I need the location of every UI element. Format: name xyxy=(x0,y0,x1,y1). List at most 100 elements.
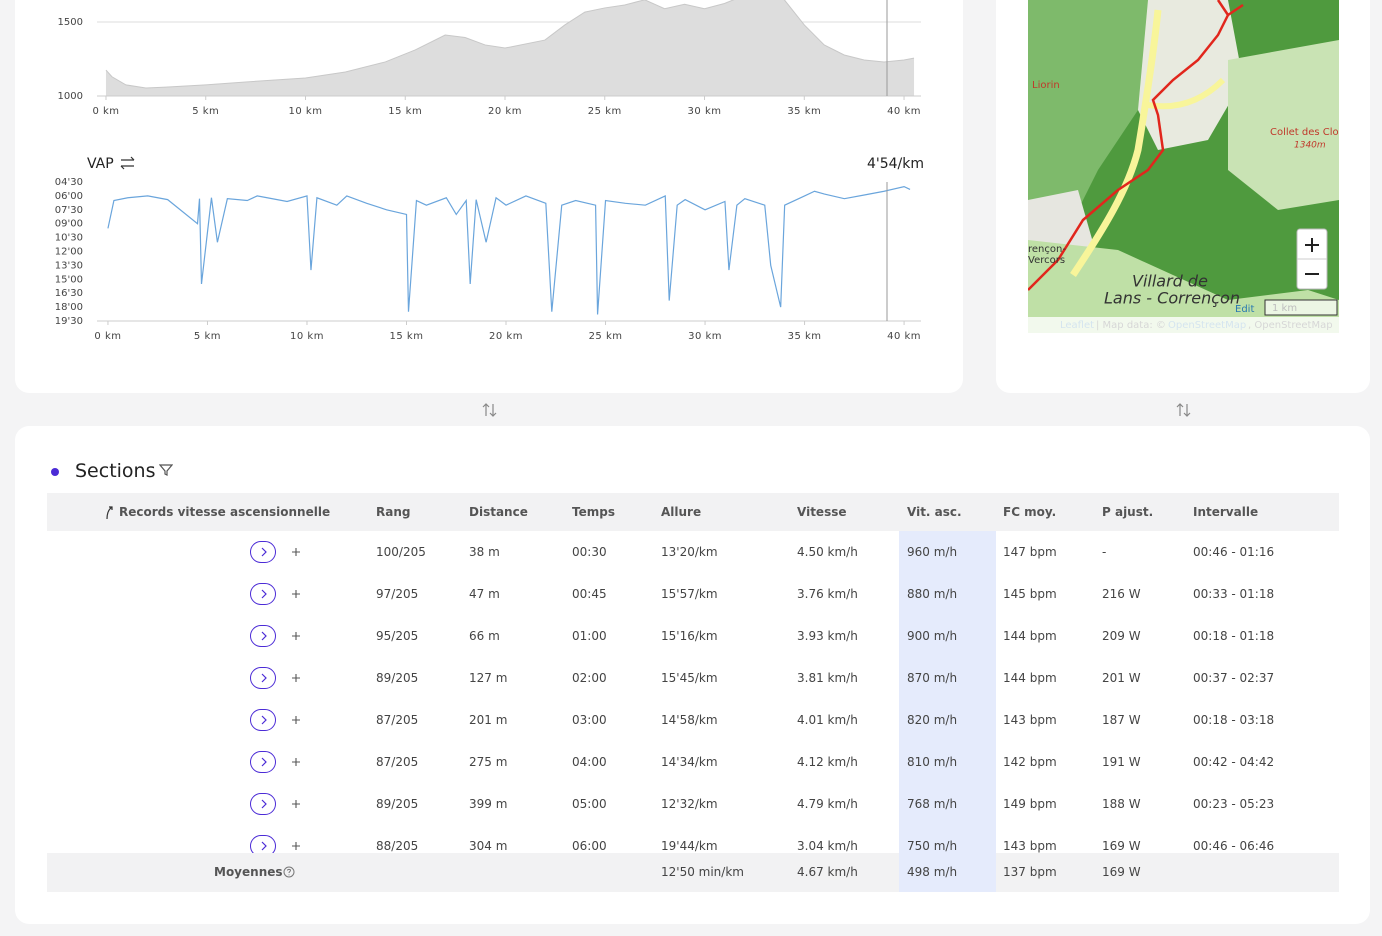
table-cell: 00:45 xyxy=(572,587,607,601)
y-tick-label: 13'30 xyxy=(55,260,83,271)
table-cell: 12'32/km xyxy=(661,797,718,811)
average-cell: 4.67 km/h xyxy=(797,865,858,879)
table-cell: 191 W xyxy=(1102,755,1141,769)
table-cell: 00:30 xyxy=(572,545,607,559)
add-button[interactable] xyxy=(291,715,301,725)
table-cell: 143 bpm xyxy=(1003,713,1057,727)
add-button[interactable] xyxy=(291,673,301,683)
open-button[interactable] xyxy=(250,709,276,731)
open-button[interactable] xyxy=(250,793,276,815)
table-cell: 768 m/h xyxy=(907,797,958,811)
add-button[interactable] xyxy=(291,631,301,641)
filter-icon[interactable] xyxy=(159,463,173,477)
table-cell: 03:00 xyxy=(572,713,607,727)
table-cell: 820 m/h xyxy=(907,713,958,727)
column-header: Allure xyxy=(661,505,702,519)
map-route xyxy=(1227,3,1244,17)
y-tick-label: 12'00 xyxy=(55,247,83,258)
add-button[interactable] xyxy=(291,757,301,767)
y-tick-label: 1000 xyxy=(58,91,83,102)
table-cell: 05:00 xyxy=(572,797,607,811)
table-cell: 4.12 km/h xyxy=(797,755,858,769)
zoom-in[interactable] xyxy=(1305,238,1319,252)
y-tick-label: 15'00 xyxy=(55,274,83,285)
switch-arrows xyxy=(120,156,135,170)
table-cell: 201 m xyxy=(469,713,508,727)
table-cell: 00:33 - 01:18 xyxy=(1193,587,1275,601)
help-icon xyxy=(283,866,295,878)
open-button[interactable] xyxy=(250,835,276,853)
add-button[interactable] xyxy=(291,841,301,851)
x-tick-label: 15 km xyxy=(388,106,422,117)
table-cell: 15'16/km xyxy=(661,629,718,643)
charts: 1000 1500 0 km 5 km 10 km 15 km 20 km 25 km 30 k… xyxy=(55,0,924,342)
open-button[interactable] xyxy=(250,541,276,563)
switch-icon[interactable] xyxy=(120,156,135,170)
table-cell: 15'45/km xyxy=(661,671,718,685)
table-cell: 100/205 xyxy=(376,545,426,559)
add-button[interactable] xyxy=(291,589,301,599)
add-button[interactable] xyxy=(291,799,301,809)
open-button[interactable] xyxy=(250,625,276,647)
table-cell: 187 W xyxy=(1102,713,1141,727)
x-tick-label: 40 km xyxy=(887,331,921,342)
x-tick-label: 40 km xyxy=(887,106,921,117)
x-tick-label: 35 km xyxy=(787,106,821,117)
chart-title: VAP xyxy=(87,156,114,172)
table-cell: 00:23 - 05:23 xyxy=(1193,797,1275,811)
attribution-bar xyxy=(1028,317,1339,333)
map-label: Edit xyxy=(1235,304,1254,315)
averages-row: Moyennes 12'50 min/km 4.67 km/h 498 m/h 137 … xyxy=(47,853,1339,892)
column-header: Rang xyxy=(376,505,411,519)
x-tick-label: 5 km xyxy=(194,331,221,342)
table-cell: 15'57/km xyxy=(661,587,718,601)
y-tick-label: 16'30 xyxy=(55,288,83,299)
table-cell: 4.79 km/h xyxy=(797,797,858,811)
highlight-column xyxy=(899,531,996,853)
column-header: Records vitesse ascensionnelle xyxy=(119,505,331,519)
map-label: Liorin xyxy=(1032,80,1060,91)
swap-icon[interactable] xyxy=(1175,401,1193,419)
table-cell: 188 W xyxy=(1102,797,1141,811)
table-cell: 870 m/h xyxy=(907,671,958,685)
table-cell: 880 m/h xyxy=(907,587,958,601)
table-cell: 145 bpm xyxy=(1003,587,1057,601)
table-cell: 147 bpm xyxy=(1003,545,1057,559)
column-header: Vit. asc. xyxy=(907,505,962,519)
sections-table: 100/205 38 m 00:30 13'20/km 4.50 km/h 960 m/h… xyxy=(47,493,1339,892)
table-cell: 810 m/h xyxy=(907,755,958,769)
map-label: Vercors xyxy=(1028,255,1065,266)
add-button[interactable] xyxy=(291,547,301,557)
swap-icon[interactable] xyxy=(481,401,499,419)
table-cell: 66 m xyxy=(469,629,500,643)
x-tick-label: 5 km xyxy=(192,106,219,117)
table-cell: 4.50 km/h xyxy=(797,545,858,559)
x-tick-label: 20 km xyxy=(488,106,522,117)
map: Liorin Collet des Cloc 1340m rençon-Vercors… xyxy=(1028,0,1339,333)
table-cell: 127 m xyxy=(469,671,508,685)
y-tick-label: 06'00 xyxy=(55,191,83,202)
x-tick-label: 25 km xyxy=(588,106,622,117)
average-cell: 12'50 min/km xyxy=(661,865,744,879)
open-button[interactable] xyxy=(250,583,276,605)
section-title: Sections xyxy=(75,460,156,482)
pace-line xyxy=(107,186,911,315)
table-cell: 169 W xyxy=(1102,839,1141,853)
column-header: Intervalle xyxy=(1193,505,1259,519)
table-cell: 02:00 xyxy=(572,671,607,685)
open-button[interactable] xyxy=(250,751,276,773)
open-button[interactable] xyxy=(250,667,276,689)
map-meadow xyxy=(1028,240,1339,333)
average-cell: 137 bpm xyxy=(1003,865,1057,879)
map-label: rençon- xyxy=(1028,244,1066,255)
average-cell: 169 W xyxy=(1102,865,1141,879)
y-tick-label: 04'30 xyxy=(55,177,83,188)
map-scale xyxy=(1264,299,1338,316)
column-header: Vitesse xyxy=(797,505,847,519)
table-cell: 00:46 - 01:16 xyxy=(1193,545,1275,559)
table-cell: 3.76 km/h xyxy=(797,587,858,601)
table-cell: 06:00 xyxy=(572,839,607,853)
column-header: FC moy. xyxy=(1003,505,1057,519)
table-cell: 144 bpm xyxy=(1003,671,1057,685)
elevation-area xyxy=(105,0,915,96)
